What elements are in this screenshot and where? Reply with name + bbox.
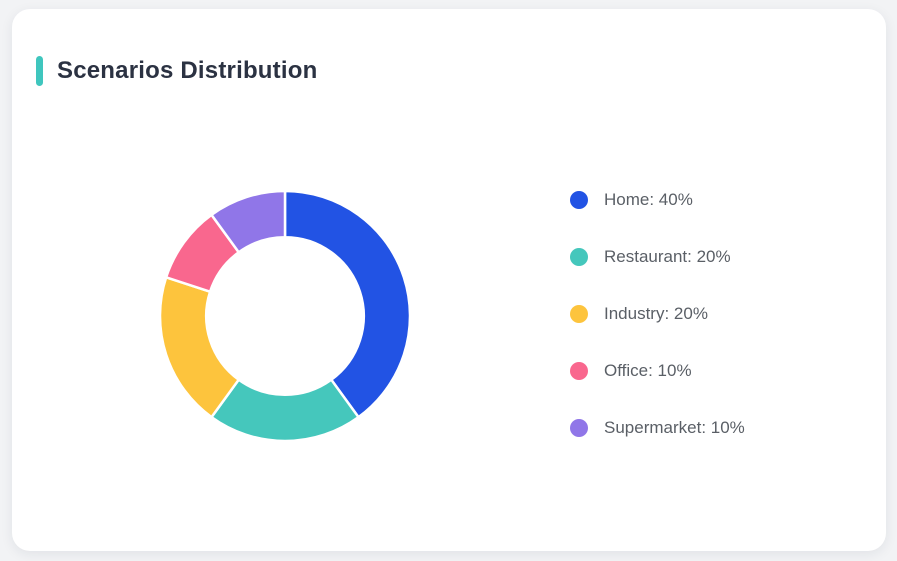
legend-item-home[interactable]: Home: 40% <box>570 191 745 209</box>
title-accent-bar <box>36 56 43 86</box>
legend-item-office[interactable]: Office: 10% <box>570 362 745 380</box>
legend-dot-industry <box>570 305 588 323</box>
legend-label: Industry: 20% <box>604 304 708 323</box>
legend-item-restaurant[interactable]: Restaurant: 20% <box>570 248 745 266</box>
donut-slice-supermarket[interactable] <box>210 189 287 254</box>
chart-legend: Home: 40% Restaurant: 20% Industry: 20% Off… <box>570 191 745 476</box>
donut-slice-industry[interactable] <box>158 276 240 419</box>
legend-label: Restaurant: 20% <box>604 247 731 266</box>
legend-item-supermarket[interactable]: Supermarket: 10% <box>570 419 745 437</box>
legend-label: Office: 10% <box>604 361 692 380</box>
donut-chart-svg <box>158 189 412 443</box>
legend-item-industry[interactable]: Industry: 20% <box>570 305 745 323</box>
legend-label: Home: 40% <box>604 190 693 209</box>
card-header: Scenarios Distribution <box>36 56 317 86</box>
donut-slice-home[interactable] <box>283 189 412 419</box>
legend-dot-office <box>570 362 588 380</box>
legend-dot-restaurant <box>570 248 588 266</box>
page-title: Scenarios Distribution <box>57 57 318 84</box>
scenarios-distribution-card: Scenarios Distribution Home: 40% Restaura… <box>12 9 886 551</box>
legend-label: Supermarket: 10% <box>604 418 745 437</box>
legend-dot-supermarket <box>570 419 588 437</box>
legend-dot-home <box>570 191 588 209</box>
donut-chart <box>150 181 420 451</box>
